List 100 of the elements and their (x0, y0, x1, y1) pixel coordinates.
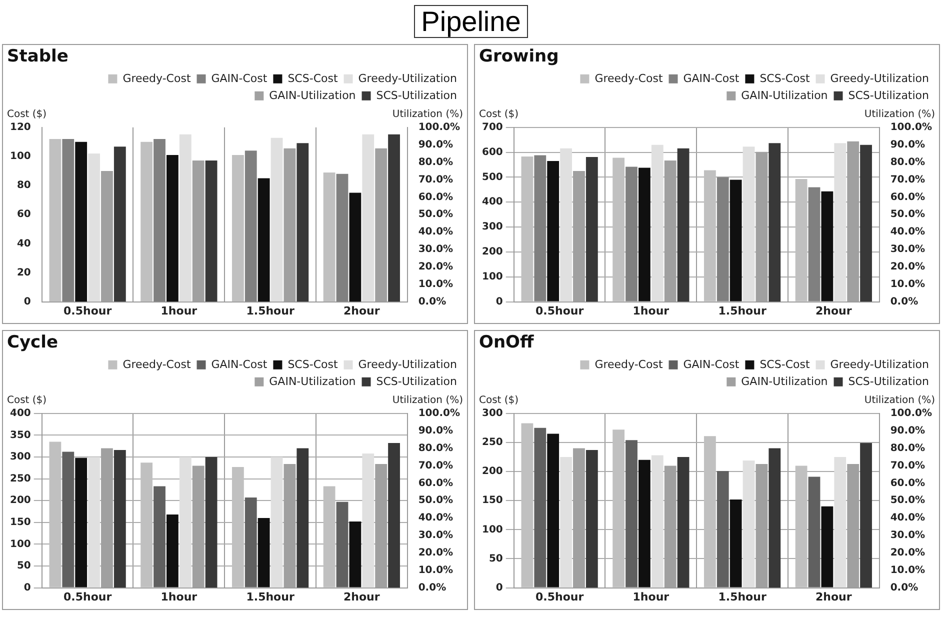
bar (62, 139, 74, 302)
bar (716, 470, 729, 588)
x-tick-label: 1hour (160, 590, 198, 604)
bar (49, 139, 62, 302)
y2-tick-label: 70.0% (418, 460, 454, 472)
y2-tick-label: 40.0% (890, 226, 926, 238)
bar (677, 457, 690, 588)
y2-tick-label: 10.0% (418, 278, 454, 290)
x-tick-label: 1hour (160, 304, 198, 318)
y-axis-title: Cost ($) (479, 108, 519, 120)
x-tick-label: 1hour (632, 590, 670, 604)
y-tick-label: 600 (482, 146, 503, 158)
bar (808, 187, 820, 302)
legend-label: SCS-Cost (760, 358, 810, 371)
y2-tick-label: 20.0% (890, 548, 926, 559)
legend-label: Greedy-Utilization (830, 358, 930, 371)
y-tick-label: 100 (482, 271, 503, 282)
bar (704, 436, 716, 588)
legend-label: GAIN-Utilization (741, 374, 828, 388)
chart-title: OnOff (479, 332, 534, 353)
bar (296, 448, 309, 588)
legend-label: GAIN-Utilization (269, 88, 356, 102)
x-tick-label: 0.5hour (535, 590, 584, 604)
legend-label: GAIN-Utilization (741, 88, 828, 102)
bar (49, 442, 62, 588)
legend-label: Greedy-Utilization (830, 72, 930, 85)
x-tick-label: 1.5hour (718, 304, 767, 318)
y-tick-label: 100 (10, 151, 31, 162)
legend-label: GAIN-Cost (683, 72, 740, 85)
y2-tick-label: 70.0% (418, 174, 454, 186)
y2-tick-label: 0.0% (418, 296, 446, 308)
bar (716, 177, 729, 302)
bar (154, 486, 166, 588)
y2-tick-label: 50.0% (418, 209, 454, 220)
bar (140, 462, 153, 588)
y2-axis-title: Utilization (%) (864, 394, 936, 406)
x-tick-label: 1.5hour (246, 304, 295, 318)
y2-tick-label: 90.0% (890, 139, 926, 150)
y2-axis-title: Utilization (%) (392, 394, 464, 406)
y2-tick-label: 30.0% (890, 530, 926, 542)
y2-tick-label: 100.0% (890, 122, 932, 133)
y2-tick-label: 50.0% (418, 495, 454, 506)
chart-title: Stable (7, 46, 68, 67)
x-tick-label: 2hour (344, 304, 380, 318)
bar (612, 158, 625, 302)
legend-label: Greedy-Cost (594, 358, 664, 371)
x-tick-label: 2hour (816, 590, 852, 604)
y-tick-label: 150 (10, 516, 31, 528)
bar (205, 457, 218, 588)
y2-tick-label: 70.0% (890, 174, 926, 186)
y-tick-label: 300 (482, 408, 503, 419)
legend-label: SCS-Utilization (376, 374, 458, 388)
y2-tick-label: 10.0% (890, 564, 926, 576)
y2-tick-label: 80.0% (890, 442, 926, 454)
bar (232, 155, 244, 302)
legend-label: Greedy-Cost (122, 72, 192, 85)
bar (860, 443, 872, 588)
y-axis-title: Cost ($) (7, 108, 47, 120)
y-tick-label: 0 (24, 582, 31, 594)
text: Pipeline (414, 5, 528, 38)
y-tick-label: 250 (482, 437, 503, 448)
y-tick-label: 300 (482, 222, 503, 233)
y2-tick-label: 20.0% (418, 548, 454, 559)
y-tick-label: 400 (482, 196, 503, 208)
legend-label: GAIN-Utilization (269, 374, 356, 388)
bar (323, 486, 336, 588)
bar (534, 428, 546, 588)
y-tick-label: 300 (10, 452, 31, 463)
legend-label: Greedy-Cost (594, 72, 664, 85)
y2-axis-title: Utilization (%) (864, 108, 936, 120)
y2-axis-title: Utilization (%) (392, 108, 464, 120)
y-tick-label: 700 (482, 122, 503, 133)
bar (626, 440, 638, 588)
y-tick-label: 150 (482, 495, 503, 506)
bar (795, 466, 808, 588)
bar (114, 450, 126, 588)
y-tick-label: 0 (24, 296, 31, 308)
bar (62, 452, 74, 588)
x-tick-label: 2hour (344, 590, 380, 604)
legend-label: SCS-Utilization (848, 88, 930, 102)
y2-tick-label: 10.0% (890, 278, 926, 290)
y2-tick-label: 20.0% (890, 262, 926, 273)
bar (808, 476, 820, 588)
y2-tick-label: 60.0% (418, 478, 454, 489)
bar (244, 150, 257, 302)
y2-tick-label: 100.0% (890, 408, 932, 419)
y2-tick-label: 0.0% (418, 582, 446, 594)
bar (795, 178, 808, 302)
legend-label: GAIN-Cost (211, 72, 268, 85)
y-tick-label: 400 (10, 408, 31, 419)
y-axis-title: Cost ($) (7, 394, 47, 406)
y2-tick-label: 60.0% (418, 192, 454, 203)
y-tick-label: 40 (16, 238, 31, 250)
x-tick-label: 1hour (632, 304, 670, 318)
y2-tick-label: 90.0% (418, 139, 454, 150)
y2-tick-label: 90.0% (890, 425, 926, 436)
bar (336, 174, 348, 302)
y-tick-label: 100 (10, 538, 31, 550)
y-tick-label: 120 (10, 122, 31, 133)
y2-tick-label: 10.0% (418, 564, 454, 576)
